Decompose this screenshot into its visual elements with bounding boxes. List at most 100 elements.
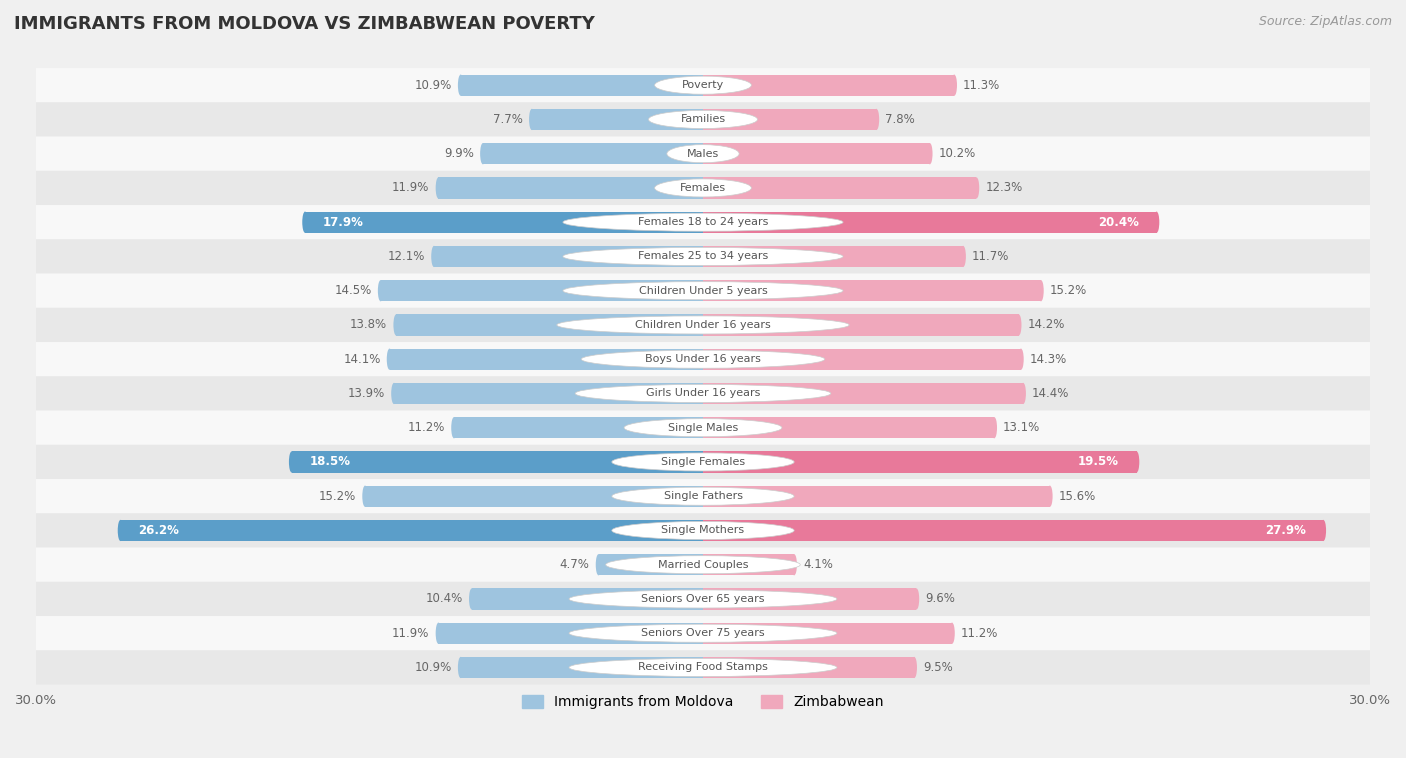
Bar xyxy=(703,622,952,644)
Text: 19.5%: 19.5% xyxy=(1078,456,1119,468)
Bar xyxy=(439,622,703,644)
FancyBboxPatch shape xyxy=(37,513,1369,547)
Ellipse shape xyxy=(529,109,534,130)
Bar xyxy=(703,588,917,609)
Text: 9.9%: 9.9% xyxy=(444,147,474,160)
Text: 10.9%: 10.9% xyxy=(415,79,451,92)
Ellipse shape xyxy=(458,657,464,678)
Text: 10.2%: 10.2% xyxy=(939,147,976,160)
FancyBboxPatch shape xyxy=(37,650,1369,684)
Bar xyxy=(461,657,703,678)
Text: 15.2%: 15.2% xyxy=(1050,284,1087,297)
Text: 11.3%: 11.3% xyxy=(963,79,1001,92)
Ellipse shape xyxy=(666,145,740,163)
Ellipse shape xyxy=(873,109,879,130)
Ellipse shape xyxy=(949,622,955,644)
Ellipse shape xyxy=(394,315,399,336)
Text: 12.1%: 12.1% xyxy=(388,250,425,263)
Bar xyxy=(703,451,1136,472)
Bar xyxy=(703,657,914,678)
Text: 17.9%: 17.9% xyxy=(323,216,364,229)
Bar xyxy=(703,486,1050,507)
Text: Boys Under 16 years: Boys Under 16 years xyxy=(645,354,761,364)
Text: Females: Females xyxy=(681,183,725,193)
Text: 27.9%: 27.9% xyxy=(1264,524,1306,537)
FancyBboxPatch shape xyxy=(37,102,1369,136)
Bar xyxy=(434,246,703,267)
Ellipse shape xyxy=(1038,280,1043,302)
Ellipse shape xyxy=(991,417,997,438)
Bar xyxy=(703,74,955,96)
Bar xyxy=(482,143,703,164)
Text: 11.2%: 11.2% xyxy=(960,627,998,640)
Ellipse shape xyxy=(432,246,437,267)
Ellipse shape xyxy=(1021,383,1026,404)
Ellipse shape xyxy=(562,282,844,299)
Ellipse shape xyxy=(1133,451,1139,472)
Ellipse shape xyxy=(288,451,294,472)
FancyBboxPatch shape xyxy=(37,616,1369,650)
Text: 13.1%: 13.1% xyxy=(1002,421,1040,434)
Ellipse shape xyxy=(606,556,800,574)
Ellipse shape xyxy=(569,624,837,642)
Ellipse shape xyxy=(302,211,308,233)
Text: IMMIGRANTS FROM MOLDOVA VS ZIMBABWEAN POVERTY: IMMIGRANTS FROM MOLDOVA VS ZIMBABWEAN PO… xyxy=(14,15,595,33)
Bar xyxy=(703,383,1024,404)
FancyBboxPatch shape xyxy=(37,240,1369,274)
Ellipse shape xyxy=(952,74,957,96)
Text: Children Under 16 years: Children Under 16 years xyxy=(636,320,770,330)
Ellipse shape xyxy=(596,554,602,575)
Text: 13.8%: 13.8% xyxy=(350,318,387,331)
Ellipse shape xyxy=(655,179,751,197)
Ellipse shape xyxy=(914,588,920,609)
Bar xyxy=(703,554,794,575)
Text: 14.5%: 14.5% xyxy=(335,284,371,297)
Text: 4.7%: 4.7% xyxy=(560,558,589,572)
Ellipse shape xyxy=(974,177,979,199)
FancyBboxPatch shape xyxy=(37,171,1369,205)
Text: 13.9%: 13.9% xyxy=(347,387,385,400)
Text: Females 25 to 34 years: Females 25 to 34 years xyxy=(638,252,768,262)
Ellipse shape xyxy=(378,280,384,302)
Text: Seniors Over 65 years: Seniors Over 65 years xyxy=(641,594,765,604)
Text: 7.7%: 7.7% xyxy=(494,113,523,126)
Ellipse shape xyxy=(569,659,837,676)
Text: Married Couples: Married Couples xyxy=(658,559,748,570)
FancyBboxPatch shape xyxy=(37,274,1369,308)
Bar xyxy=(381,280,703,302)
Bar xyxy=(305,211,703,233)
Bar xyxy=(703,246,963,267)
Ellipse shape xyxy=(960,246,966,267)
Ellipse shape xyxy=(612,453,794,471)
FancyBboxPatch shape xyxy=(37,479,1369,513)
Ellipse shape xyxy=(436,622,441,644)
Ellipse shape xyxy=(575,384,831,402)
Text: 11.7%: 11.7% xyxy=(972,250,1010,263)
Text: Single Males: Single Males xyxy=(668,423,738,433)
Bar xyxy=(454,417,703,438)
Ellipse shape xyxy=(569,590,837,608)
Text: Males: Males xyxy=(688,149,718,158)
Ellipse shape xyxy=(479,143,485,164)
Ellipse shape xyxy=(458,74,464,96)
Ellipse shape xyxy=(436,177,441,199)
Text: Families: Families xyxy=(681,114,725,124)
Ellipse shape xyxy=(648,111,758,128)
Ellipse shape xyxy=(470,588,475,609)
Text: Girls Under 16 years: Girls Under 16 years xyxy=(645,388,761,399)
Text: Single Fathers: Single Fathers xyxy=(664,491,742,501)
FancyBboxPatch shape xyxy=(37,547,1369,582)
Ellipse shape xyxy=(387,349,392,370)
Text: 15.2%: 15.2% xyxy=(319,490,356,503)
Ellipse shape xyxy=(792,554,797,575)
FancyBboxPatch shape xyxy=(37,445,1369,479)
Bar xyxy=(121,520,703,541)
Ellipse shape xyxy=(451,417,457,438)
Bar xyxy=(703,109,876,130)
Ellipse shape xyxy=(612,522,794,540)
Ellipse shape xyxy=(1154,211,1160,233)
Bar xyxy=(703,280,1040,302)
Ellipse shape xyxy=(562,213,844,231)
Ellipse shape xyxy=(581,350,825,368)
Text: 14.2%: 14.2% xyxy=(1028,318,1064,331)
